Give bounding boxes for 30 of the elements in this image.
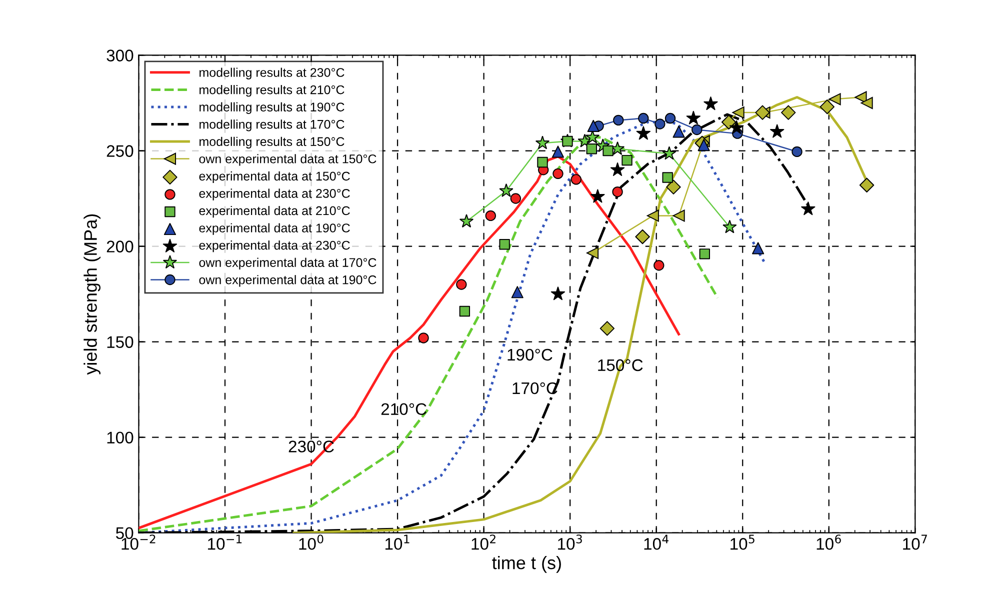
x-tick-label: 10$^{2}$ bbox=[472, 534, 496, 550]
x-tick-label: 10$^{0}$ bbox=[299, 534, 324, 550]
x-tick-label: 10$^{−1}$ bbox=[208, 534, 242, 550]
legend-label: own experimental data at 170°C bbox=[199, 258, 376, 270]
y-axis-title: yield strength (MPa) bbox=[84, 214, 100, 375]
x-tick-label: 10$^{3}$ bbox=[558, 534, 582, 550]
legend-label: experimental data at 210°C bbox=[199, 206, 350, 218]
y-tick-label: 300 bbox=[106, 50, 134, 62]
y-tick-label: 200 bbox=[106, 240, 134, 252]
legend-label: own experimental data at 150°C bbox=[199, 154, 376, 166]
legend-label: modelling results at 210°C bbox=[200, 85, 344, 97]
x-tick-label: 10$^{4}$ bbox=[644, 534, 668, 550]
legend-label: experimental data at 230°C bbox=[199, 240, 350, 252]
legend-label: experimental data at 230°C bbox=[199, 188, 350, 200]
y-tick-label: 100 bbox=[107, 432, 134, 444]
legend-label: modelling results at 170°C bbox=[200, 120, 344, 132]
annotation: 190°C bbox=[508, 348, 552, 361]
legend-label: modelling results at 190°C bbox=[200, 102, 344, 114]
legend-label: own experimental data at 190°C bbox=[199, 275, 376, 287]
legend-label: experimental data at 190°C bbox=[199, 223, 350, 235]
x-axis-title: time t (s) bbox=[492, 556, 561, 573]
x-tick-label: 10$^{6}$ bbox=[816, 534, 841, 550]
legend-label: modelling results at 230°C bbox=[200, 68, 344, 80]
legend-label: modelling results at 150°C bbox=[200, 136, 344, 149]
x-tick-label: 10$^{7}$ bbox=[903, 534, 927, 550]
legend-label: experimental data at 150°C bbox=[199, 171, 350, 184]
x-tick-label: 10$^{5}$ bbox=[730, 534, 754, 550]
x-tick-label: 10$^{1}$ bbox=[385, 534, 410, 550]
y-tick-label: 250 bbox=[106, 145, 134, 157]
y-tick-label: 150 bbox=[107, 336, 134, 348]
